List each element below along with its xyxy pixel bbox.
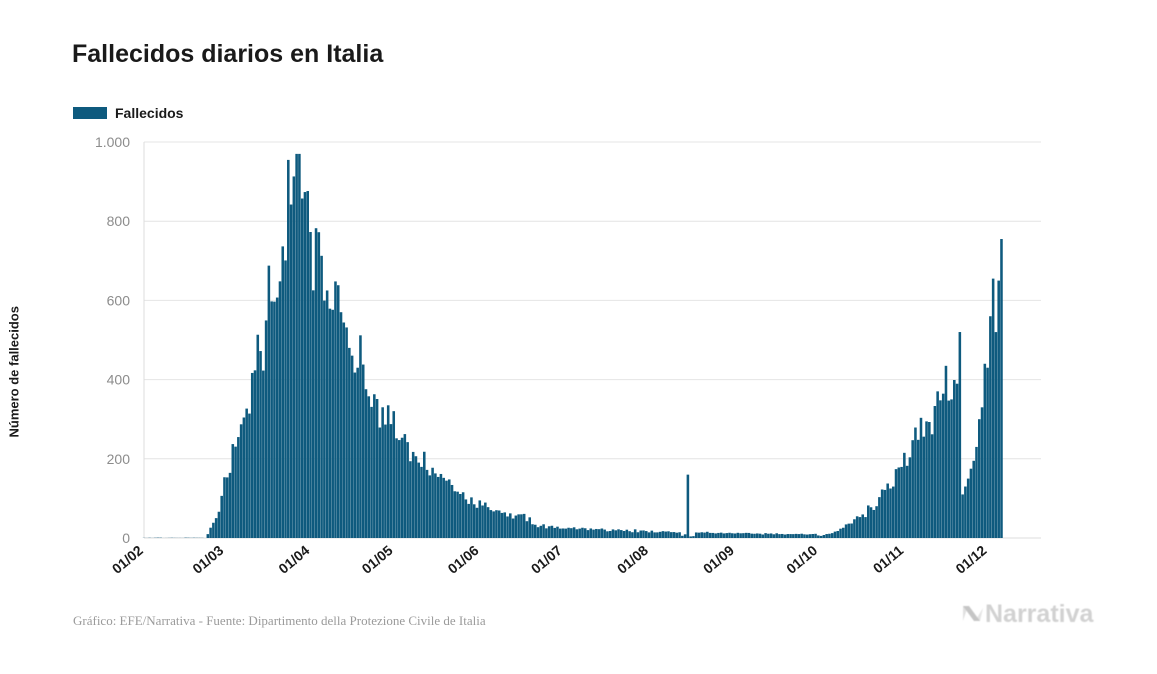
svg-text:01/06: 01/06 [445,542,482,577]
svg-text:800: 800 [107,213,131,229]
svg-text:01/10: 01/10 [783,542,820,577]
svg-text:200: 200 [107,451,131,467]
svg-text:600: 600 [107,292,131,308]
svg-text:01/09: 01/09 [700,542,737,577]
svg-text:0: 0 [122,530,130,546]
svg-text:01/12: 01/12 [952,542,989,577]
svg-text:400: 400 [107,372,131,388]
svg-text:01/03: 01/03 [189,542,226,577]
svg-text:01/07: 01/07 [528,542,565,577]
svg-text:01/08: 01/08 [614,542,651,577]
svg-text:01/05: 01/05 [359,542,396,577]
svg-text:01/04: 01/04 [275,542,312,577]
svg-text:1.000: 1.000 [95,134,130,150]
svg-text:01/11: 01/11 [870,542,907,576]
svg-text:01/02: 01/02 [109,542,146,577]
